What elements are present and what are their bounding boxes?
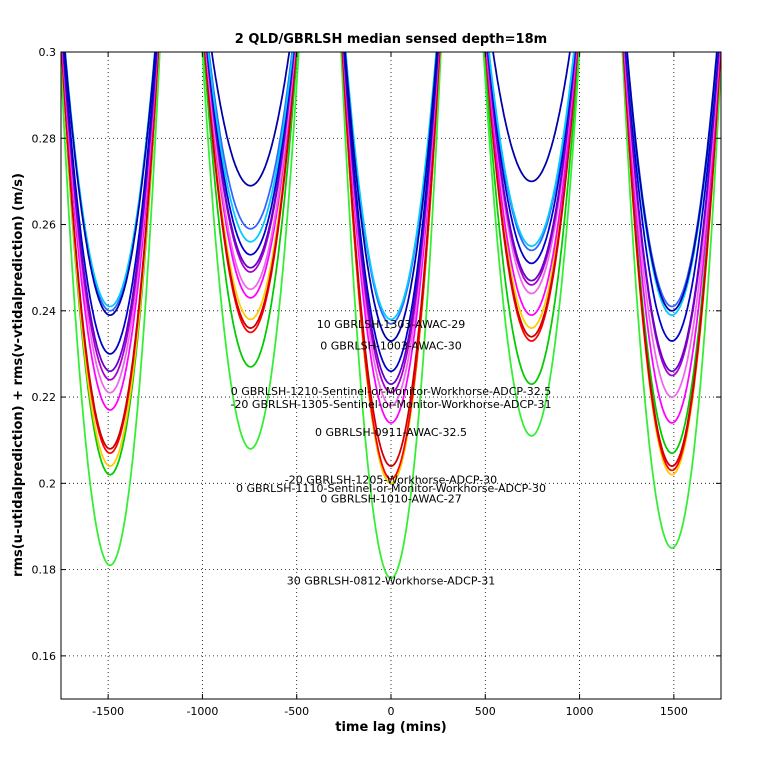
- series-line: [62, 52, 721, 407]
- series-line: [61, 52, 721, 485]
- x-tick-label: 500: [475, 705, 496, 718]
- series-annotation: 0 GBRLSH-1003-AWAC-30: [320, 340, 461, 353]
- series-line: [62, 52, 719, 373]
- annotations: 10 GBRLSH-1303-AWAC-29 0 GBRLSH-1003-AWAC…: [230, 318, 551, 588]
- series-group: [61, 52, 721, 580]
- series-annotation: 0 GBRLSH-1110-Sentinel-or-Monitor-Workho…: [236, 482, 546, 495]
- x-tick-label: -500: [284, 705, 309, 718]
- series-line: [64, 52, 718, 321]
- x-tick-label: -1000: [186, 705, 218, 718]
- series-annotation: 10 GBRLSH-1303-AWAC-29: [317, 318, 465, 331]
- series-annotation: -20 GBRLSH-1205-Workhorse-ADCP-30: [285, 473, 497, 486]
- series-line: [62, 52, 720, 394]
- y-tick-label: 0.2: [39, 477, 57, 490]
- series-annotation: 0 GBRLSH-1210-Sentinel-or-Monitor-Workho…: [231, 385, 552, 398]
- series-line: [61, 52, 721, 467]
- series-line: [64, 52, 718, 342]
- ticks: -1500 -1000 -500 0 500 1000 1500 0.16 0.18 0.2 0.2…: [32, 46, 721, 718]
- series-line: [62, 52, 720, 385]
- x-axis-label: time lag (mins): [335, 720, 447, 735]
- y-tick-label: 0.18: [32, 564, 57, 577]
- y-axis-label: rms(u-utidalprediction) + rms(v-vtidalpr…: [11, 173, 26, 577]
- series-line: [61, 52, 721, 580]
- x-tick-label: 1500: [660, 705, 688, 718]
- series-annotation: -20 GBRLSH-1305-Sentinel-or-Monitor-Work…: [230, 398, 551, 411]
- series-line: [64, 52, 718, 325]
- x-tick-label: 1000: [566, 705, 594, 718]
- series-annotation: 30 GBRLSH-0812-Workhorse-ADCP-31: [287, 575, 495, 588]
- chart-title: 2 QLD/GBRLSH median sensed depth=18m: [235, 32, 547, 47]
- series-line: [61, 52, 721, 480]
- series-line: [61, 52, 721, 424]
- y-tick-label: 0.28: [32, 132, 57, 145]
- y-tick-label: 0.26: [32, 219, 57, 232]
- y-tick-label: 0.16: [32, 650, 57, 663]
- series-annotation: 0 GBRLSH-0911-AWAC-32.5: [315, 426, 467, 439]
- x-tick-label: -1500: [92, 705, 124, 718]
- series-annotation: 0 GBRLSH-1010-AWAC-27: [320, 493, 461, 506]
- y-tick-label: 0.24: [32, 305, 57, 318]
- x-tick-label: 0: [388, 705, 395, 718]
- plot-area: [61, 52, 721, 699]
- y-tick-label: 0.3: [39, 46, 57, 59]
- y-tick-label: 0.22: [32, 391, 57, 404]
